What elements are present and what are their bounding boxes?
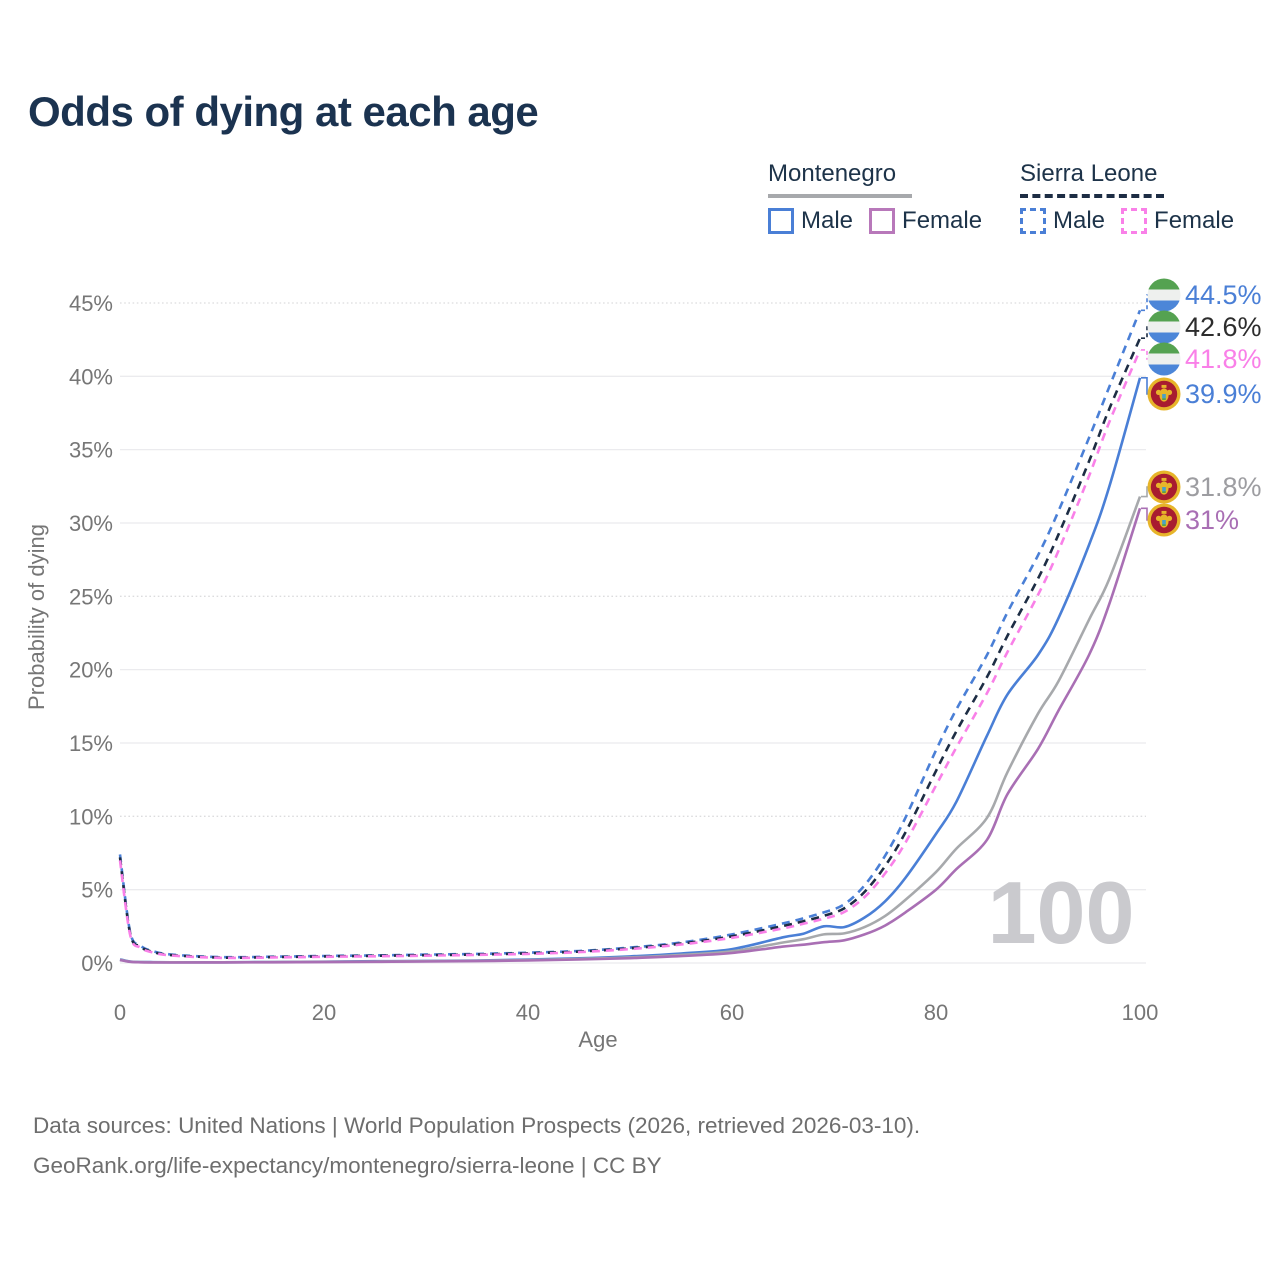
legend-header-montenegro: Montenegro — [768, 160, 897, 187]
end-label-montenegro-both-sexes: 31.8% — [1185, 472, 1262, 502]
series-line-montenegro-female[interactable] — [119, 507, 1142, 964]
end-label-sierra-leone-female: 41.8% — [1185, 344, 1262, 374]
montenegro-flag-icon — [1147, 377, 1181, 411]
page-title: Odds of dying at each age — [28, 88, 539, 135]
end-leader-sierra-leone-both-sexes — [1141, 326, 1150, 339]
y-tick-label-45: 45% — [69, 291, 113, 316]
legend-label: Male — [1053, 207, 1106, 234]
x-tick-label-40: 40 — [516, 1000, 540, 1025]
sierra-leone-flag-icon — [1147, 310, 1181, 344]
legend-label: Female — [1154, 207, 1235, 234]
x-tick-label-0: 0 — [114, 1000, 126, 1025]
x-tick-label-80: 80 — [924, 1000, 948, 1025]
legend-item-sierra-leone-female[interactable]: Female — [1121, 207, 1234, 235]
y-tick-label-15: 15% — [69, 731, 113, 756]
y-tick-label-25: 25% — [69, 584, 113, 609]
legend-item-montenegro-male[interactable]: Male — [768, 207, 853, 235]
montenegro-female-swatch-icon — [869, 208, 896, 234]
legend-group-montenegro: Montenegro Male Female — [768, 160, 982, 235]
end-label-montenegro-female: 31% — [1185, 505, 1239, 535]
sierra-leone-male-swatch-icon — [1020, 208, 1046, 234]
x-tick-label-100: 100 — [1122, 1000, 1159, 1025]
legend-item-montenegro-female[interactable]: Female — [869, 207, 982, 235]
y-tick-label-35: 35% — [69, 438, 113, 463]
series-line-sierra-leone-male[interactable] — [118, 309, 1142, 959]
footer-attribution: GeoRank.org/life-expectancy/montenegro/s… — [33, 1153, 662, 1178]
sierra-leone-flag-icon — [1147, 342, 1181, 376]
montenegro-male-swatch-icon — [768, 208, 794, 234]
y-tick-label-10: 10% — [69, 804, 113, 829]
sierra-leone-female-swatch-icon — [1121, 208, 1148, 234]
legend-label: Female — [902, 207, 983, 234]
age-watermark: 100 — [988, 863, 1135, 962]
legend-underline-montenegro-solid-line — [768, 194, 912, 198]
montenegro-flag-icon — [1147, 470, 1181, 504]
y-tick-label-30: 30% — [69, 511, 113, 536]
footer-data-sources: Data sources: United Nations | World Pop… — [33, 1113, 921, 1138]
y-tick-label-0: 0% — [81, 951, 113, 976]
legend-item-sierra-leone-male[interactable]: Male — [1020, 207, 1105, 235]
x-tick-label-20: 20 — [312, 1000, 336, 1025]
end-label-montenegro-male: 39.9% — [1185, 379, 1262, 409]
x-axis-title: Age — [578, 1027, 617, 1052]
sierra-leone-flag-icon — [1147, 278, 1181, 312]
y-tick-label-5: 5% — [81, 878, 113, 903]
series-line-sierra-leone-female[interactable] — [118, 349, 1142, 960]
legend-label: Male — [801, 207, 854, 234]
x-tick-label-60: 60 — [720, 1000, 744, 1025]
legend-group-sierra-leone: Sierra Leone Male Female — [1020, 160, 1234, 235]
legend-underline-sierra-leone-dashed-line — [1020, 194, 1164, 198]
legend-header-sierra-leone: Sierra Leone — [1020, 160, 1158, 187]
y-tick-label-20: 20% — [69, 658, 113, 683]
y-tick-label-40: 40% — [69, 364, 113, 389]
series-line-sierra-leone-both-sexes[interactable] — [118, 337, 1142, 959]
montenegro-flag-icon — [1147, 503, 1181, 537]
y-axis-title: Probability of dying — [24, 524, 49, 710]
end-label-sierra-leone-both-sexes: 42.6% — [1185, 312, 1262, 342]
end-label-sierra-leone-male: 44.5% — [1185, 280, 1262, 310]
chart-footer: Data sources: United Nations | World Pop… — [33, 1106, 920, 1186]
